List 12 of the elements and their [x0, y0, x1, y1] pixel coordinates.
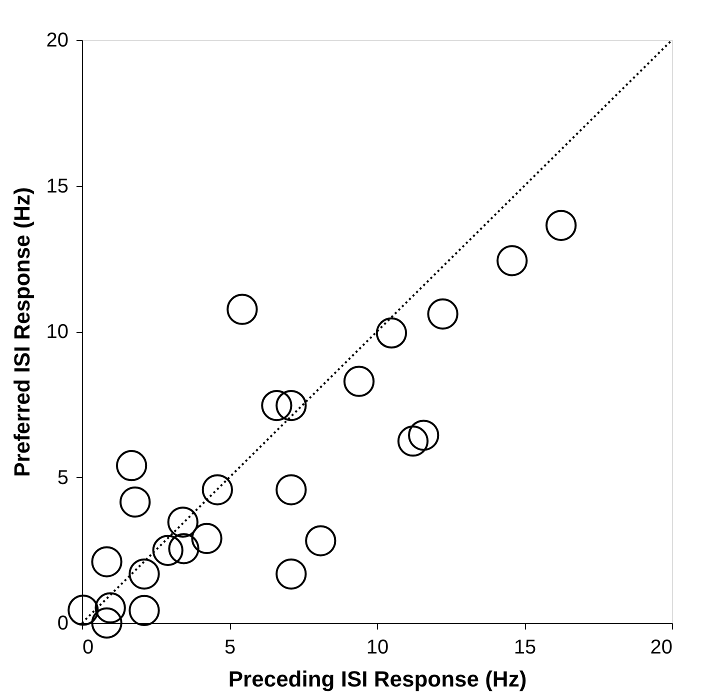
x-tick-label: 15: [514, 636, 536, 658]
y-axis-title: Preferred ISI Response (Hz): [9, 187, 34, 477]
y-tick-label: 5: [57, 466, 68, 489]
x-tick-label: 0: [82, 636, 94, 658]
x-tick-label: 5: [224, 636, 236, 658]
x-tick-label: 10: [366, 636, 389, 658]
y-tick-label: 15: [46, 175, 68, 198]
y-tick-label: 10: [46, 321, 68, 343]
x-tick-label: 20: [650, 636, 672, 658]
y-tick-label: 0: [57, 612, 68, 634]
x-axis-title: Preceding ISI Response (Hz): [228, 666, 527, 692]
y-tick-label: 20: [46, 30, 68, 52]
